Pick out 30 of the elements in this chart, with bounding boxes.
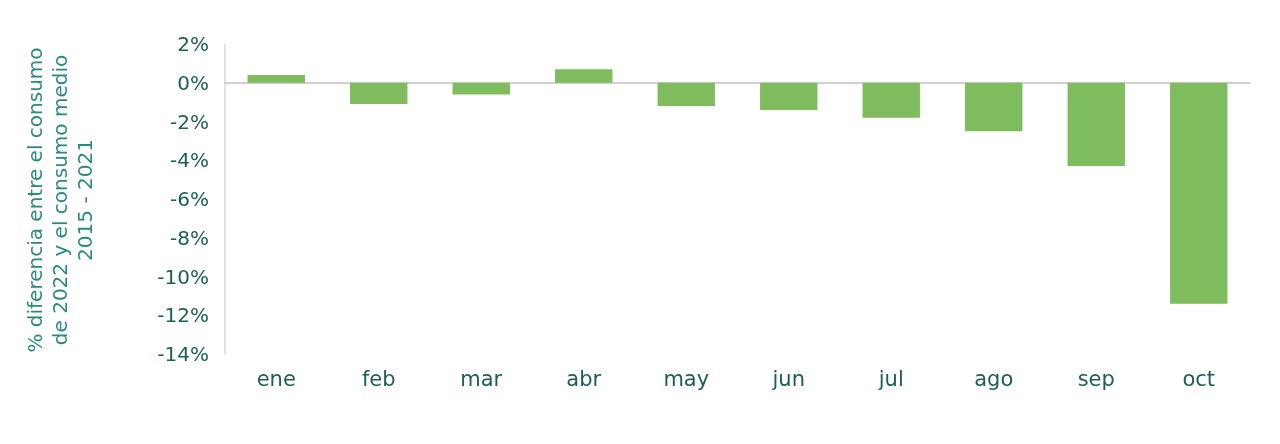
bar bbox=[657, 82, 715, 106]
y-tick-label: 2% bbox=[177, 32, 209, 56]
bar bbox=[555, 69, 613, 83]
x-tick-label: abr bbox=[566, 366, 602, 391]
y-tick-label: -12% bbox=[157, 303, 209, 328]
bar bbox=[350, 82, 408, 105]
x-tick-label: jul bbox=[877, 366, 904, 391]
x-tick-label: jun bbox=[771, 366, 805, 391]
y-tick-label: -2% bbox=[170, 109, 209, 134]
x-tick-label: sep bbox=[1077, 366, 1115, 391]
y-tick-label: -10% bbox=[157, 264, 209, 289]
y-tick-label: -14% bbox=[157, 342, 209, 366]
x-tick-label: ene bbox=[256, 366, 296, 391]
y-tick-label: 0% bbox=[177, 70, 209, 95]
y-tick-label: -8% bbox=[170, 225, 209, 250]
y-axis-title: % diferencia entre el consumo de 2022 y el consumo medio 2015 - 2021 bbox=[22, 46, 98, 355]
bar bbox=[965, 82, 1023, 132]
bar bbox=[1067, 82, 1125, 167]
y-tick-label: -6% bbox=[170, 187, 209, 211]
bar bbox=[452, 82, 510, 95]
x-tick-label: ago bbox=[974, 366, 1014, 391]
x-tick-label: feb bbox=[361, 366, 396, 391]
y-tick-label: -4% bbox=[170, 148, 209, 173]
bar bbox=[1170, 82, 1228, 304]
x-tick-label: oct bbox=[1182, 366, 1216, 391]
bar bbox=[760, 82, 818, 110]
bar bbox=[247, 75, 305, 83]
bar bbox=[862, 82, 920, 118]
x-tick-label: may bbox=[663, 366, 710, 391]
x-tick-label: mar bbox=[460, 366, 503, 391]
